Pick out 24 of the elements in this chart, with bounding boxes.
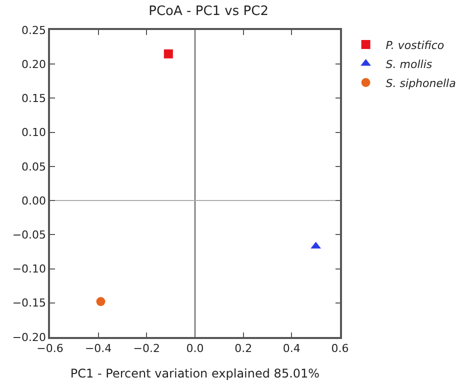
y-tick-label: −0.15 — [12, 296, 46, 310]
x-tick-label: 0.6 — [331, 342, 349, 355]
x-tick-label: 0.0 — [186, 342, 204, 355]
y-tick-label: −0.05 — [12, 228, 46, 242]
y-tick-label: −0.10 — [12, 262, 46, 276]
y-tick-label: −0.20 — [12, 330, 46, 344]
y-tick-label: 0.20 — [22, 58, 46, 71]
x-tick-label: −0.6 — [36, 342, 64, 355]
point — [96, 297, 106, 306]
y-tick-label: 0.10 — [22, 126, 46, 140]
x-axis-title: PC1 - Percent variation explained 85.01% — [70, 366, 320, 380]
x-tick-label: −0.2 — [133, 342, 160, 355]
y-tick-label: 0.25 — [22, 24, 46, 37]
y-tick-label: 0.00 — [22, 194, 46, 208]
legend-label: S. mollis — [386, 58, 432, 71]
x-tick-label: −0.4 — [84, 342, 112, 355]
x-tick-label: 0.4 — [282, 342, 300, 355]
legend-label: P. vostifico — [386, 38, 444, 52]
point — [164, 49, 173, 58]
y-tick-label: 0.15 — [22, 92, 46, 106]
chart-title: PCoA - PC1 vs PC2 — [148, 4, 268, 19]
x-tick-label: 0.2 — [234, 342, 252, 355]
legend-label: S. siphonella — [386, 76, 456, 90]
y-tick-label: 0.05 — [22, 160, 46, 174]
